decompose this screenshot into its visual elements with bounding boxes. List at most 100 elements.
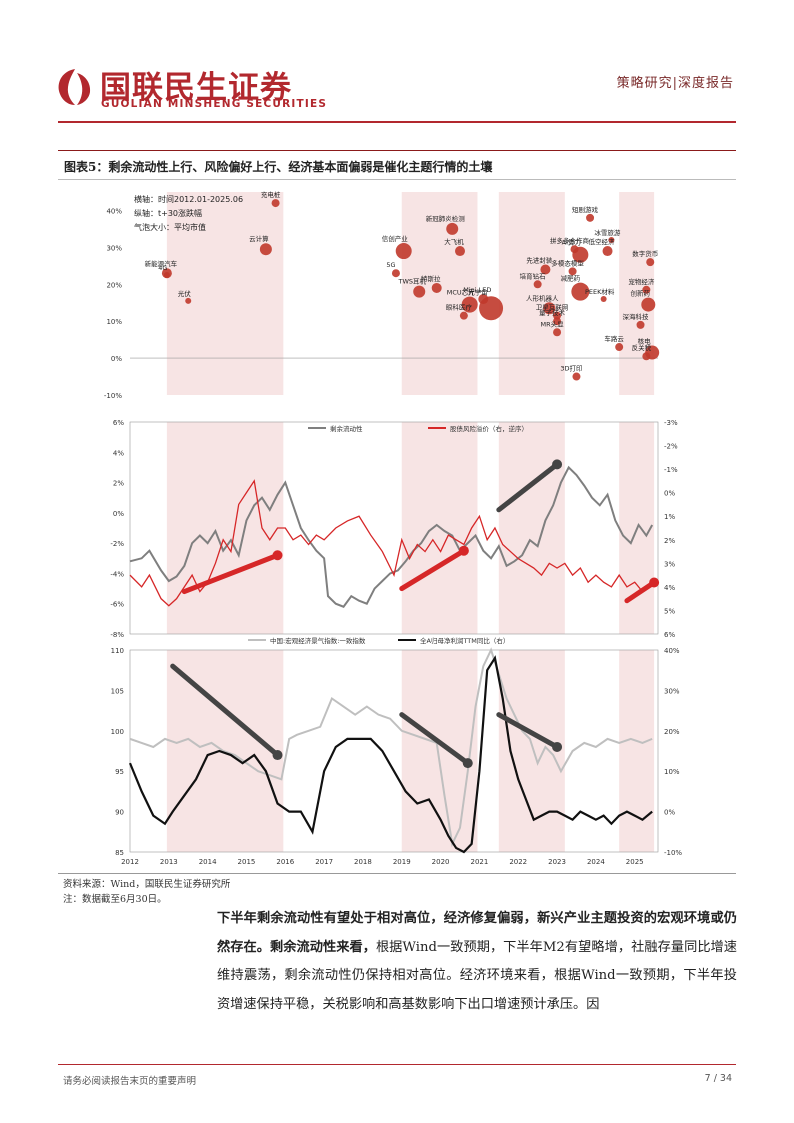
scatter-point	[391, 269, 400, 278]
arrow-head	[458, 545, 469, 556]
footer-disclaimer: 请务必阅读报告末页的重要声明	[63, 1076, 197, 1087]
scatter-point	[600, 296, 607, 303]
point-label: 宠物经济	[628, 277, 655, 286]
scatter-point	[553, 311, 562, 320]
left-tick-label: 4%	[113, 449, 124, 457]
right-tick-label: 3%	[664, 560, 675, 568]
scatter-point	[642, 285, 651, 294]
point-label: 元宇宙	[468, 287, 488, 296]
y-tick-label: -10%	[104, 392, 122, 400]
point-label: 人形机器人	[526, 293, 559, 302]
panel-frame	[129, 649, 659, 853]
arrow-head	[552, 741, 563, 752]
series-line	[129, 647, 653, 848]
guolian-logo-icon	[58, 69, 91, 105]
scatter-point	[533, 280, 542, 289]
point-label: 充电桩	[261, 190, 281, 199]
point-label: AI算力	[562, 238, 581, 247]
arrow-head	[649, 577, 660, 588]
point-label: 反关税	[632, 343, 652, 352]
scatter-point	[461, 296, 478, 313]
point-label: 短剧游戏	[572, 205, 599, 214]
trend-arrow	[496, 461, 560, 513]
brand-name-en: GUOLIAN MINSHENG SECURITIES	[101, 98, 328, 110]
trend-arrow	[181, 552, 281, 595]
header-divider	[58, 121, 736, 123]
point-label: 量子技术	[539, 308, 566, 317]
point-label: 云计算	[249, 234, 269, 243]
scatter-point	[586, 213, 595, 222]
point-label: PEEK材料	[585, 287, 615, 296]
left-tick-label: 0%	[113, 510, 124, 518]
scatter-point	[571, 282, 590, 301]
left-tick-label: 110	[111, 647, 124, 655]
scatter-point	[636, 320, 645, 329]
left-tick-label: 95	[115, 768, 124, 776]
scatter-point	[543, 302, 556, 315]
right-tick-label: 2%	[664, 537, 675, 545]
page-number: 7 / 34	[704, 1073, 732, 1084]
point-label: MR头显	[540, 319, 564, 328]
point-label: 4G	[158, 264, 167, 272]
scatter-point	[572, 372, 581, 381]
scatter-point	[572, 246, 589, 263]
theme-rally-chart: 40% 30% 20% 10% 0% -10% 横轴：时间2012.01-2025.06 纵轴…	[104, 190, 683, 866]
footer-divider	[58, 1064, 736, 1065]
scatter-point	[608, 236, 615, 243]
point-label: 减肥药	[561, 274, 581, 283]
x-tick-label: 2020	[432, 858, 450, 866]
left-tick-label: 90	[115, 809, 124, 817]
point-label: 创新药	[631, 289, 651, 298]
point-label: 5G	[386, 261, 395, 269]
left-tick-label: 100	[111, 728, 124, 736]
legend-label: 全A归母净利润TTM同比（右）	[420, 636, 509, 645]
trend-arrow	[399, 712, 471, 766]
shaded-period	[401, 650, 478, 852]
series-line	[129, 479, 653, 607]
point-label: 新冠肺炎检测	[426, 214, 466, 223]
legend-label: 中国:宏观经济景气指数:一致指数	[270, 636, 366, 645]
right-tick-label: 4%	[664, 584, 675, 592]
point-label: 深海科技	[623, 312, 650, 321]
scatter-point	[163, 272, 170, 279]
left-tick-label: 85	[115, 849, 124, 857]
left-tick-label: 105	[111, 687, 124, 695]
point-label: 卫星互联网	[536, 303, 569, 312]
y-tick-label: 20%	[106, 281, 122, 289]
scatter-point	[446, 222, 459, 235]
point-label: 光伏	[178, 289, 192, 298]
scatter-point	[271, 199, 280, 208]
point-label: Mini LED	[463, 286, 491, 294]
right-tick-label: -2%	[664, 443, 678, 451]
x-tick-label: 2018	[354, 858, 372, 866]
left-tick-label: -2%	[110, 540, 124, 548]
scatter-point	[413, 285, 426, 298]
x-tick-label: 2017	[315, 858, 333, 866]
legend-text: 纵轴：t+30涨跌幅	[134, 208, 202, 218]
arrow-head	[552, 459, 563, 470]
left-tick-label: 2%	[113, 480, 124, 488]
scatter-point	[602, 246, 613, 257]
scatter-point	[646, 258, 655, 267]
right-tick-label: 6%	[664, 631, 675, 639]
point-label: 冰雪旅游	[594, 228, 621, 237]
point-label: 数字货币	[632, 249, 658, 258]
right-tick-label: 20%	[664, 728, 680, 736]
shaded-period	[498, 422, 565, 634]
point-label: 3D打印	[560, 364, 582, 373]
scatter-point	[568, 267, 577, 276]
legend-label: 剩余流动性	[330, 424, 363, 433]
scatter-point	[259, 243, 272, 256]
point-label: 特斯拉	[421, 274, 441, 283]
legend-text: 横轴：时间2012.01-2025.06	[134, 194, 243, 204]
legend-label: 股债风险溢价（右，逆序）	[450, 424, 528, 433]
point-label: 眼科医疗	[446, 303, 473, 312]
trend-arrow	[170, 663, 281, 758]
source-divider	[58, 873, 736, 874]
point-label: 核电	[638, 337, 652, 346]
scatter-point	[615, 343, 624, 352]
point-label: TWS耳机	[397, 277, 426, 286]
arrow-head	[272, 550, 283, 561]
arrow-head	[462, 758, 473, 769]
shaded-period	[619, 192, 655, 395]
